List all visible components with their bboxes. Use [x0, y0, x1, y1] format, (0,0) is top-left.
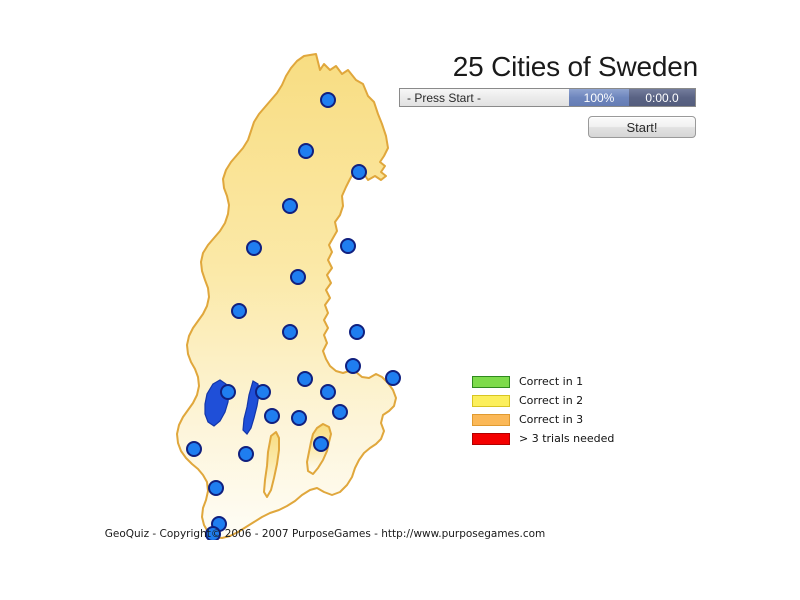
city-markers-group[interactable] [186, 92, 401, 540]
legend-correct-2-row: Correct in 2 [472, 391, 652, 410]
city-marker-13[interactable] [385, 370, 401, 386]
city-marker-10[interactable] [349, 324, 365, 340]
city-marker-25[interactable] [205, 526, 221, 540]
city-marker-4[interactable] [282, 198, 298, 214]
city-marker-2[interactable] [298, 143, 314, 159]
city-marker-18[interactable] [264, 408, 280, 424]
city-marker-22[interactable] [238, 446, 254, 462]
page-title: 25 Cities of Sweden [452, 51, 698, 82]
city-marker-12[interactable] [297, 371, 313, 387]
city-marker-11[interactable] [345, 358, 361, 374]
legend-more-than-3-label: > 3 trials needed [519, 432, 615, 445]
start-button[interactable]: Start! [588, 116, 696, 138]
city-marker-9[interactable] [282, 324, 298, 340]
city-marker-20[interactable] [313, 436, 329, 452]
city-marker-8[interactable] [231, 303, 247, 319]
status-message: - Press Start - [400, 89, 569, 106]
legend-correct-3-label: Correct in 3 [519, 413, 584, 426]
progress-percent: 100% [569, 89, 629, 106]
legend-correct-2-swatch [472, 394, 510, 407]
sweden-map-svg[interactable] [150, 40, 410, 540]
legend-correct-3-swatch [472, 413, 510, 426]
city-marker-15[interactable] [255, 384, 271, 400]
oland-island-path [263, 431, 280, 498]
city-marker-19[interactable] [332, 404, 348, 420]
city-marker-23[interactable] [208, 480, 224, 496]
city-marker-14[interactable] [220, 384, 236, 400]
legend-more-than-3-swatch [472, 432, 510, 445]
city-marker-21[interactable] [186, 441, 202, 457]
legend: Correct in 1 Correct in 2 Correct in 3 > 3 … [472, 372, 652, 448]
sweden-mainland-path [176, 53, 397, 539]
city-marker-1[interactable] [320, 92, 336, 108]
legend-correct-2-label: Correct in 2 [519, 394, 584, 407]
city-marker-7[interactable] [290, 269, 306, 285]
legend-correct-1-swatch [472, 375, 510, 388]
city-marker-3[interactable] [351, 164, 367, 180]
footer-copyright: GeoQuiz - Copyright© 2006 - 2007 Purpose… [104, 528, 546, 540]
city-marker-16[interactable] [320, 384, 336, 400]
city-marker-6[interactable] [246, 240, 262, 256]
legend-correct-3-row: Correct in 3 [472, 410, 652, 429]
status-bar: - Press Start - 100% 0:00.0 [399, 88, 696, 107]
timer-display: 0:00.0 [629, 89, 695, 106]
city-marker-5[interactable] [340, 238, 356, 254]
legend-correct-1-label: Correct in 1 [519, 375, 584, 388]
city-marker-17[interactable] [291, 410, 307, 426]
legend-correct-1-row: Correct in 1 [472, 372, 652, 391]
map-container[interactable] [150, 40, 410, 540]
legend-more-than-3-row: > 3 trials needed [472, 429, 652, 448]
